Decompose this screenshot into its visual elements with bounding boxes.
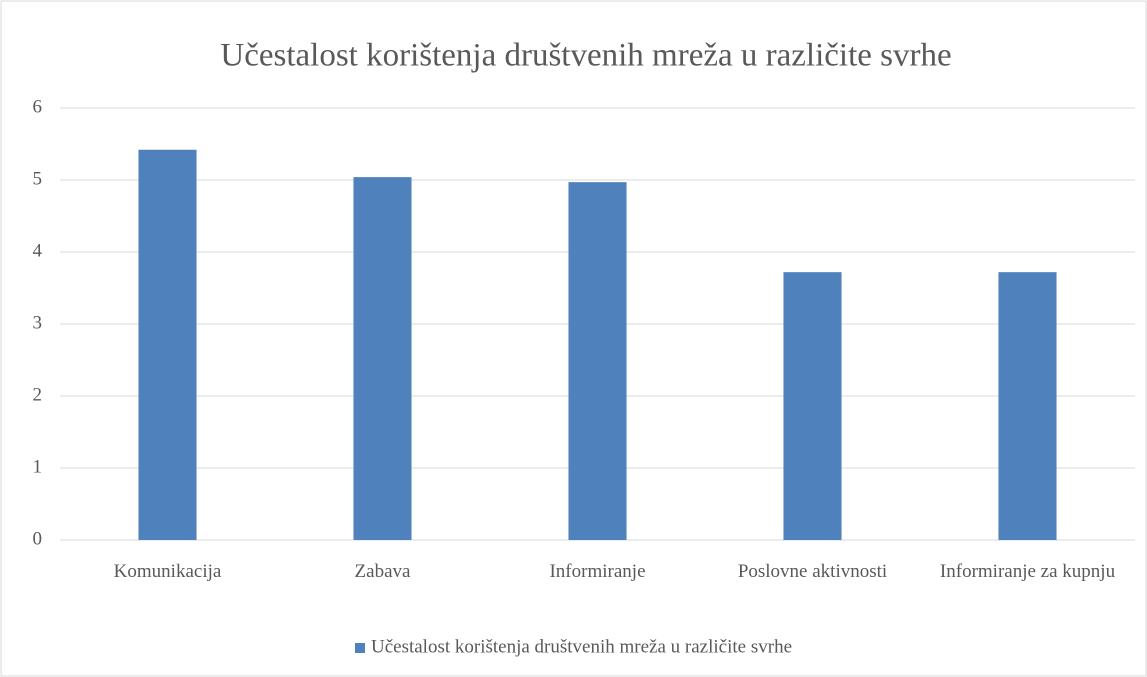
x-tick-label: Komunikacija [113, 561, 222, 582]
chart-title: Učestalost korištenja društvenih mreža u… [220, 38, 951, 74]
y-tick-label: 2 [33, 384, 43, 405]
bar [568, 182, 627, 540]
legend-label: Učestalost korištenja društvenih mreža u… [371, 636, 792, 657]
y-tick-label: 4 [33, 240, 43, 261]
y-tick-label: 6 [33, 96, 43, 117]
bar [998, 272, 1057, 540]
x-tick-label: Informiranje za kupnju [939, 561, 1116, 582]
y-tick-label: 1 [33, 456, 43, 477]
y-tick-label: 0 [33, 528, 43, 549]
y-tick-label: 5 [33, 168, 43, 189]
bar [353, 177, 412, 540]
x-tick-label: Poslovne aktivnosti [737, 561, 888, 582]
bar [783, 272, 842, 540]
legend-swatch [354, 643, 365, 653]
bar [138, 149, 197, 540]
x-tick-label: Informiranje [549, 561, 646, 582]
y-tick-label: 3 [33, 312, 43, 333]
x-tick-label: Zabava [354, 561, 411, 582]
